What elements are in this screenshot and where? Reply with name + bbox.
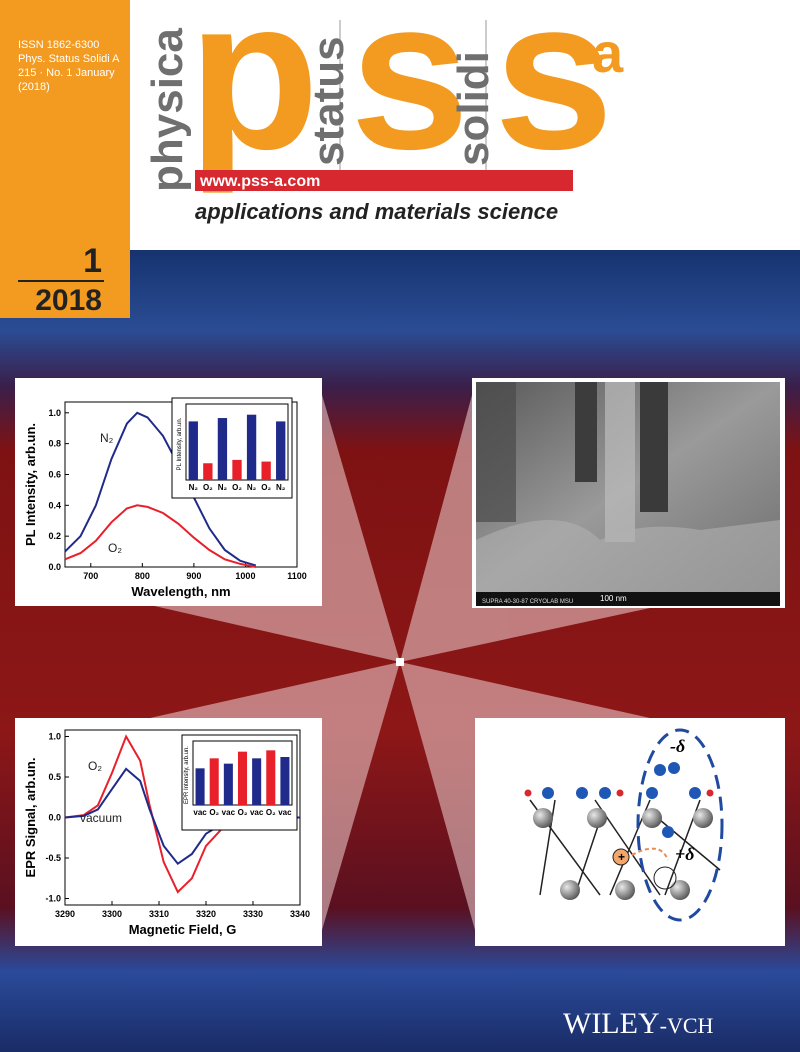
sem-image: SUPRA 40-30-87 CRYOLAB MSU 100 nm bbox=[476, 382, 780, 606]
x-tick-label: 3310 bbox=[149, 909, 169, 919]
x-tick-label: N₂ bbox=[247, 483, 257, 492]
bar bbox=[195, 768, 205, 805]
y-axis-label: PL Intensity, arb.un. bbox=[177, 417, 183, 470]
x-tick-label: 3290 bbox=[55, 909, 75, 919]
series-label: vacuum bbox=[80, 811, 122, 825]
logo-letter: p bbox=[188, 0, 319, 194]
issue-year: 2018 bbox=[35, 284, 102, 317]
header bbox=[0, 0, 800, 250]
minus-delta: -δ bbox=[670, 736, 685, 756]
center-spot bbox=[396, 658, 404, 666]
x-tick-label: O₂ bbox=[203, 483, 213, 492]
x-tick-label: N₂ bbox=[218, 483, 228, 492]
issue-info: ISSN 1862-6300 Phys. Status Solidi A 215… bbox=[18, 39, 120, 93]
bar bbox=[261, 461, 271, 480]
x-tick-label: O₂ bbox=[261, 483, 271, 492]
bar bbox=[246, 414, 257, 480]
logo-word: status bbox=[304, 36, 353, 166]
x-tick-label: vac bbox=[222, 808, 236, 817]
y-tick-label: -0.5 bbox=[45, 853, 61, 863]
series-label: N₂ bbox=[100, 431, 114, 445]
series-label: O₂ bbox=[88, 759, 102, 773]
x-tick-label: N₂ bbox=[276, 483, 286, 492]
y-tick-label: 0.6 bbox=[48, 469, 61, 479]
x-tick-label: 3330 bbox=[243, 909, 263, 919]
charts: 700 800 900 1000 1100 0.0 0.2 0.4 0.6 0.8 1.0 Wavel… bbox=[23, 397, 310, 937]
logo-letter: s bbox=[494, 0, 614, 194]
x-tick-label: O₂ bbox=[238, 808, 248, 817]
bar bbox=[280, 757, 290, 805]
y-tick-label: 0.0 bbox=[48, 562, 61, 572]
x-tick-label: N₂ bbox=[189, 483, 199, 492]
y-tick-label: 0.2 bbox=[48, 531, 61, 541]
journal: Phys. Status Solidi A bbox=[18, 53, 120, 65]
url: www.pss-a.com bbox=[199, 173, 320, 190]
x-tick-label: vac bbox=[193, 808, 207, 817]
bar bbox=[203, 463, 213, 480]
publisher-name: WILEY bbox=[563, 1007, 660, 1040]
issue-number: 1 bbox=[83, 242, 102, 280]
bar bbox=[188, 421, 198, 480]
subtitle: applications and materials science bbox=[195, 199, 558, 224]
x-tick-label: 900 bbox=[186, 571, 201, 581]
side-block bbox=[0, 0, 130, 318]
y-tick-label: 0.8 bbox=[48, 439, 61, 449]
x-tick-label: 800 bbox=[135, 571, 150, 581]
series-line bbox=[64, 411, 257, 567]
bar bbox=[223, 763, 233, 805]
issue-line: 215 · No. 1 January bbox=[18, 67, 115, 79]
x-tick-label: vac bbox=[278, 808, 292, 817]
logo-word: solidi bbox=[449, 51, 498, 166]
bar bbox=[252, 758, 262, 805]
x-tick-label: 1100 bbox=[287, 571, 307, 581]
bar bbox=[266, 750, 276, 805]
bar bbox=[237, 751, 248, 805]
x-tick-label: O₂ bbox=[232, 483, 242, 492]
y-axis-label: EPR Signal, arb.un. bbox=[23, 758, 38, 878]
logo-superscript: a bbox=[592, 21, 624, 84]
publisher: WILEY-VCH bbox=[563, 1007, 714, 1040]
plus-delta: +δ bbox=[675, 844, 694, 864]
year: (2018) bbox=[18, 81, 50, 93]
y-tick-label: 0.4 bbox=[48, 500, 61, 510]
logo: physica p status s solidi s a bbox=[143, 0, 624, 194]
charge: + bbox=[618, 850, 625, 864]
x-axis-label: Wavelength, nm bbox=[131, 584, 230, 599]
y-tick-label: 1.0 bbox=[48, 731, 61, 741]
y-tick-label: 1.0 bbox=[48, 408, 61, 418]
y-tick-label: 0.0 bbox=[48, 813, 61, 823]
y-tick-label: 0.5 bbox=[48, 772, 61, 782]
y-axis-label: PL Intensity, arb.un. bbox=[23, 423, 38, 546]
series-line bbox=[64, 504, 256, 568]
bar bbox=[217, 418, 228, 480]
panel bbox=[475, 718, 785, 946]
x-tick-label: O₂ bbox=[266, 808, 276, 817]
logo-word: physica bbox=[143, 28, 192, 192]
series-label: O₂ bbox=[108, 541, 122, 555]
sem-scale: 100 nm bbox=[600, 594, 627, 603]
bar bbox=[209, 758, 219, 805]
bar bbox=[232, 459, 242, 480]
url-bar bbox=[195, 170, 573, 191]
scheme: + -δ +δ bbox=[524, 728, 724, 922]
x-axis-label: Magnetic Field, G bbox=[129, 922, 237, 937]
x-tick-label: 3340 bbox=[290, 909, 310, 919]
x-tick-label: 700 bbox=[83, 571, 98, 581]
x-tick-label: vac bbox=[250, 808, 264, 817]
publisher-suffix: -VCH bbox=[660, 1013, 714, 1038]
y-tick-label: -1.0 bbox=[45, 894, 61, 904]
logo-letter: s bbox=[350, 0, 470, 194]
x-tick-label: 3300 bbox=[102, 909, 122, 919]
bar bbox=[276, 421, 286, 480]
x-tick-label: 1000 bbox=[235, 571, 255, 581]
x-tick-label: 3320 bbox=[196, 909, 216, 919]
sem-instrument: SUPRA 40-30-87 CRYOLAB MSU bbox=[482, 599, 573, 605]
x-tick-label: O₂ bbox=[209, 808, 219, 817]
issn: ISSN 1862-6300 bbox=[18, 39, 99, 51]
y-axis-label: EPR Intensity, arb.un. bbox=[184, 746, 190, 804]
